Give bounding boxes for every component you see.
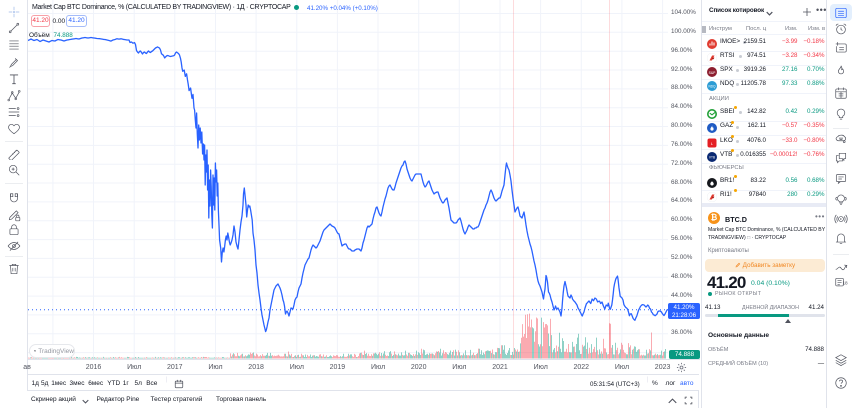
svg-text:NDQ: NDQ bbox=[708, 84, 716, 88]
svg-text:S&P: S&P bbox=[709, 70, 717, 74]
svg-text:VTB: VTB bbox=[709, 155, 715, 159]
svg-text:L: L bbox=[711, 141, 714, 146]
svg-text:18: 18 bbox=[842, 280, 848, 285]
